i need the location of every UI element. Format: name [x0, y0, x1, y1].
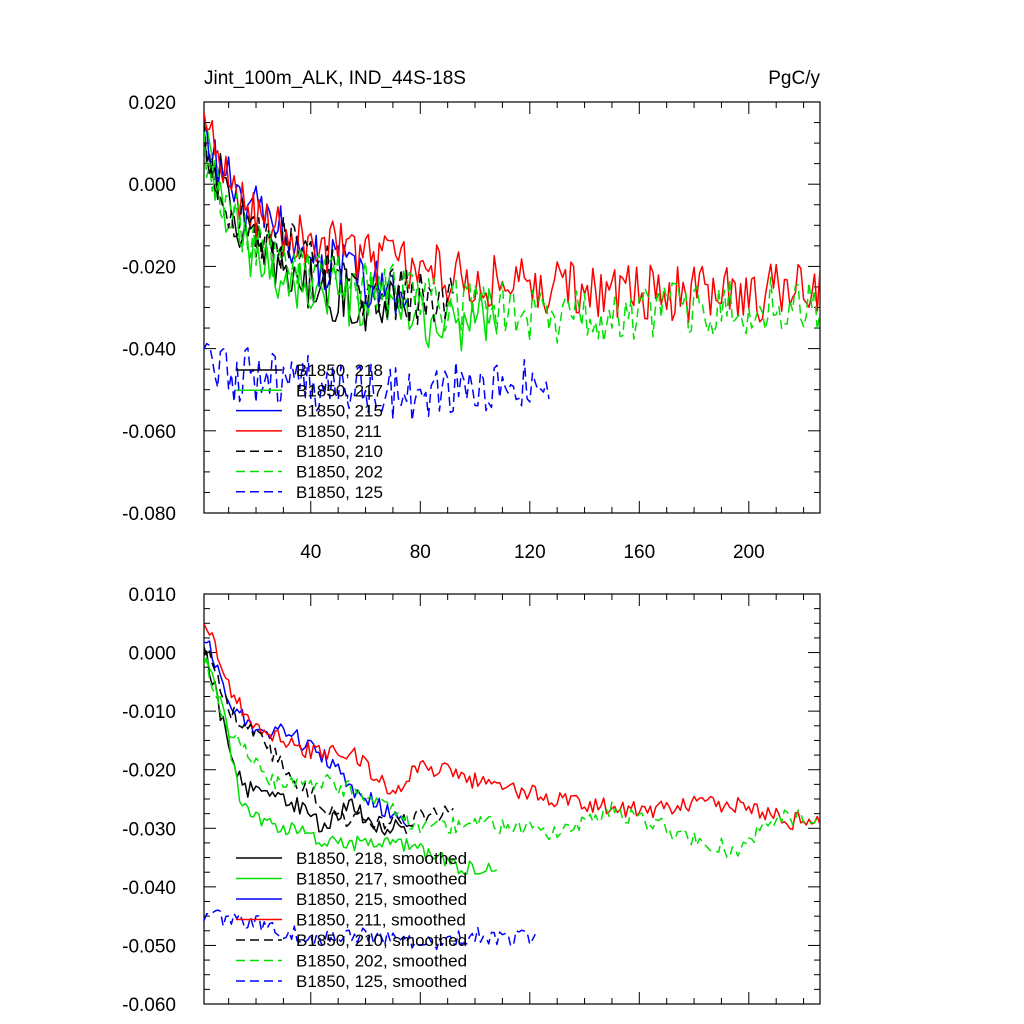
y-tick-label: -0.020 — [122, 257, 176, 278]
series-group — [204, 112, 820, 422]
legend-label: B1850, 217 — [296, 381, 383, 400]
series-line — [204, 133, 820, 344]
y-tick-label: 0.000 — [128, 644, 176, 665]
y-tick-label: 0.020 — [128, 93, 176, 114]
y-tick-label: -0.080 — [122, 504, 176, 525]
y-tick-label: -0.050 — [122, 936, 176, 957]
y-tick-label: -0.060 — [122, 422, 176, 443]
y-tick-label: -0.040 — [122, 878, 176, 899]
top-panel: -0.080 -0.060 -0.040 -0.020 0.000 0.020 40 80 12… — [122, 93, 821, 563]
legend-label: B1850, 202, smoothed — [296, 952, 467, 971]
series-line — [204, 125, 498, 352]
legend-label: B1850, 210, smoothed — [296, 931, 467, 950]
legend-label: B1850, 218 — [296, 361, 383, 380]
x-tick-label: 160 — [623, 542, 655, 563]
x-tick-label: 80 — [410, 542, 431, 563]
x-tick-label: 40 — [300, 542, 321, 563]
series-line — [204, 623, 820, 831]
y-tick-label: -0.060 — [122, 995, 176, 1016]
y-tick-label: -0.020 — [122, 761, 176, 782]
bottom-panel: -0.060 -0.050 -0.040 -0.030 -0.020 -0.010 0.00… — [122, 585, 821, 1016]
y-tick-label: 0.000 — [128, 175, 176, 196]
legend-label: B1850, 218, smoothed — [296, 849, 467, 868]
series-line — [204, 909, 536, 951]
y-tick-label: -0.030 — [122, 819, 176, 840]
series-line — [204, 657, 498, 875]
legend-label: B1850, 217, smoothed — [296, 870, 467, 889]
series-line — [204, 659, 820, 858]
legend-label: B1850, 210 — [296, 442, 383, 461]
y-tick-label: 0.010 — [128, 585, 176, 606]
series-group — [204, 623, 820, 951]
chart-title: Jint_100m_ALK, IND_44S-18S — [204, 68, 466, 89]
legend-label: B1850, 202 — [296, 463, 383, 482]
legend-label: B1850, 211 — [296, 422, 382, 441]
x-tick-label: 200 — [733, 542, 765, 563]
series-line — [204, 646, 454, 830]
chart-units: PgC/y — [768, 68, 820, 89]
x-tick-label: 120 — [514, 542, 546, 563]
legend-label: B1850, 215 — [296, 402, 383, 421]
legend-label: B1850, 215, smoothed — [296, 890, 467, 909]
series-line — [204, 122, 454, 326]
y-tick-label: -0.040 — [122, 340, 176, 361]
series-line — [204, 640, 408, 827]
series-line — [204, 650, 408, 836]
series-line — [204, 342, 550, 422]
legend-label: B1850, 125 — [296, 483, 383, 502]
legend-label: B1850, 125, smoothed — [296, 972, 467, 991]
y-tick-label: -0.010 — [122, 702, 176, 723]
legend-label: B1850, 211, smoothed — [296, 911, 466, 930]
